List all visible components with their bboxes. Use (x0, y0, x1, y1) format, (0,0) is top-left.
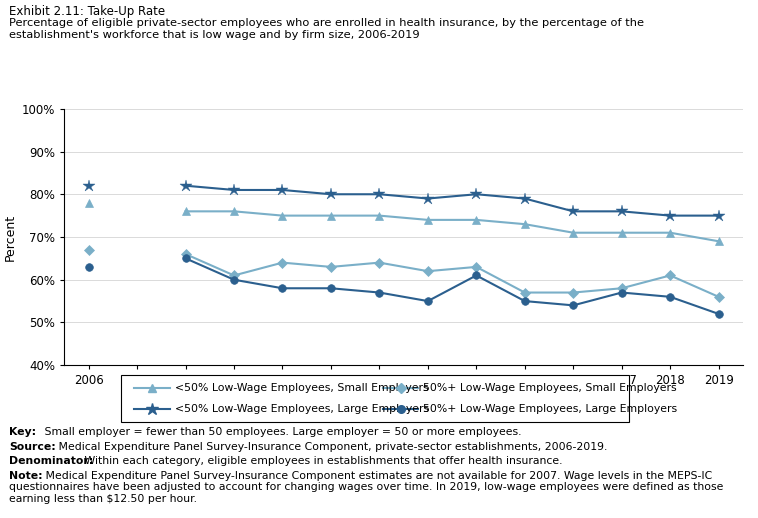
Text: Medical Expenditure Panel Survey-Insurance Component estimates are not available: Medical Expenditure Panel Survey-Insuran… (42, 471, 713, 481)
Text: Within each category, eligible employees in establishments that offer health ins: Within each category, eligible employees… (81, 456, 562, 466)
Text: 50%+ Low-Wage Employees, Small Employers: 50%+ Low-Wage Employees, Small Employers (424, 383, 677, 393)
Text: Small employer = fewer than 50 employees. Large employer = 50 or more employees.: Small employer = fewer than 50 employees… (41, 427, 522, 437)
Text: 50%+ Low-Wage Employees, Large Employers: 50%+ Low-Wage Employees, Large Employers (424, 404, 678, 414)
Text: Source:: Source: (9, 442, 56, 452)
Text: Exhibit 2.11: Take-Up Rate: Exhibit 2.11: Take-Up Rate (9, 5, 165, 18)
FancyBboxPatch shape (121, 375, 629, 422)
Text: <50% Low-Wage Employees, Small Employers: <50% Low-Wage Employees, Small Employers (174, 383, 428, 393)
Text: Key:: Key: (9, 427, 36, 437)
Text: Note:: Note: (9, 471, 42, 481)
Text: Percentage of eligible private-sector employees who are enrolled in health insur: Percentage of eligible private-sector em… (9, 18, 644, 40)
Y-axis label: Percent: Percent (4, 213, 17, 261)
Text: <50% Low-Wage Employees, Large Employers: <50% Low-Wage Employees, Large Employers (174, 404, 429, 414)
Text: Denominator:: Denominator: (9, 456, 93, 466)
Text: questionnaires have been adjusted to account for changing wages over time. In 20: questionnaires have been adjusted to acc… (9, 482, 723, 492)
Text: Medical Expenditure Panel Survey-Insurance Component, private-sector establishme: Medical Expenditure Panel Survey-Insuran… (55, 442, 607, 452)
Text: earning less than $12.50 per hour.: earning less than $12.50 per hour. (9, 494, 197, 503)
